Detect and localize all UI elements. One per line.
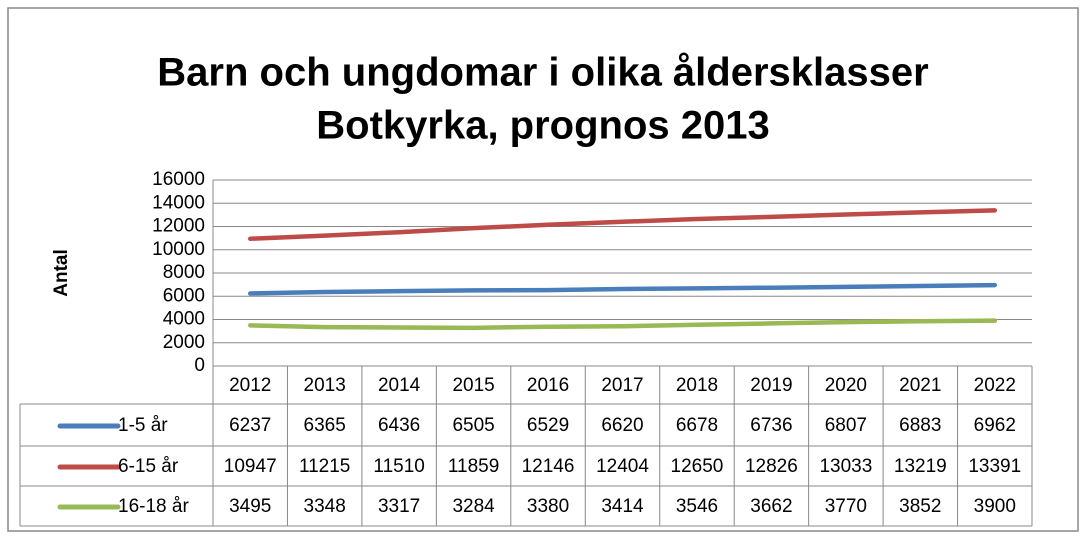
- legend-label: 6-15 år: [118, 456, 179, 477]
- legend-label: 16-18 år: [118, 496, 189, 517]
- x-tick-label: 2013: [304, 375, 346, 396]
- table-value: 3900: [974, 496, 1016, 517]
- x-tick-label: 2012: [229, 375, 271, 396]
- table-value: 6505: [452, 415, 494, 436]
- table-value: 13219: [894, 456, 947, 477]
- chart-title: Botkyrka, prognos 2013: [316, 104, 770, 148]
- y-tick-label: 8000: [163, 262, 205, 283]
- table-value: 12826: [745, 456, 798, 477]
- table-value: 6529: [527, 415, 569, 436]
- y-tick-label: 16000: [152, 169, 205, 190]
- table-value: 3348: [304, 496, 346, 517]
- table-value: 6365: [304, 415, 346, 436]
- table-value: 6807: [825, 415, 867, 436]
- table-value: 6237: [229, 415, 271, 436]
- y-tick-label: 10000: [152, 239, 205, 260]
- table-value: 10947: [224, 456, 277, 477]
- table-value: 12404: [596, 456, 649, 477]
- x-tick-label: 2016: [527, 375, 569, 396]
- table-value: 6883: [899, 415, 941, 436]
- y-tick-label: 4000: [163, 309, 205, 330]
- x-tick-label: 2017: [601, 375, 643, 396]
- table-value: 6678: [676, 415, 718, 436]
- x-tick-label: 2019: [750, 375, 792, 396]
- table-value: 11215: [299, 456, 350, 477]
- table-value: 11510: [373, 456, 424, 477]
- x-tick-label: 2015: [452, 375, 494, 396]
- table-value: 3284: [452, 496, 495, 517]
- x-tick-label: 2014: [378, 375, 421, 396]
- table-value: 3770: [825, 496, 867, 517]
- table-value: 13033: [819, 456, 872, 477]
- x-tick-label: 2018: [676, 375, 718, 396]
- table-value: 6736: [750, 415, 792, 436]
- table-value: 3380: [527, 496, 569, 517]
- x-tick-label: 2020: [825, 375, 867, 396]
- table-value: 3495: [229, 496, 271, 517]
- table-value: 6962: [974, 415, 1016, 436]
- y-axis-label: Antal: [51, 249, 72, 297]
- table-value: 3852: [899, 496, 941, 517]
- y-tick-label: 14000: [152, 192, 205, 213]
- table-value: 3317: [378, 496, 420, 517]
- x-tick-label: 2022: [974, 375, 1016, 396]
- table-value: 13391: [968, 456, 1021, 477]
- table-value: 3546: [676, 496, 718, 517]
- y-tick-label: 6000: [163, 285, 205, 306]
- series-line: [247, 318, 998, 331]
- y-tick-label: 2000: [163, 332, 205, 353]
- chart-border: [7, 7, 1079, 532]
- table-value: 3662: [750, 496, 792, 517]
- table-value: 6620: [601, 415, 643, 436]
- y-tick-label: 0: [194, 355, 205, 376]
- table-value: 3414: [601, 496, 644, 517]
- legend-label: 1-5 år: [118, 415, 168, 436]
- x-tick-label: 2021: [899, 375, 941, 396]
- chart-title: Barn och ungdomar i olika åldersklasser: [157, 51, 928, 95]
- table-value: 6436: [378, 415, 420, 436]
- table-value: 12146: [522, 456, 575, 477]
- table-value: 12650: [671, 456, 724, 477]
- series-line: [247, 208, 998, 241]
- y-tick-label: 12000: [152, 216, 205, 237]
- series-line: [247, 282, 998, 296]
- table-value: 11859: [448, 456, 499, 477]
